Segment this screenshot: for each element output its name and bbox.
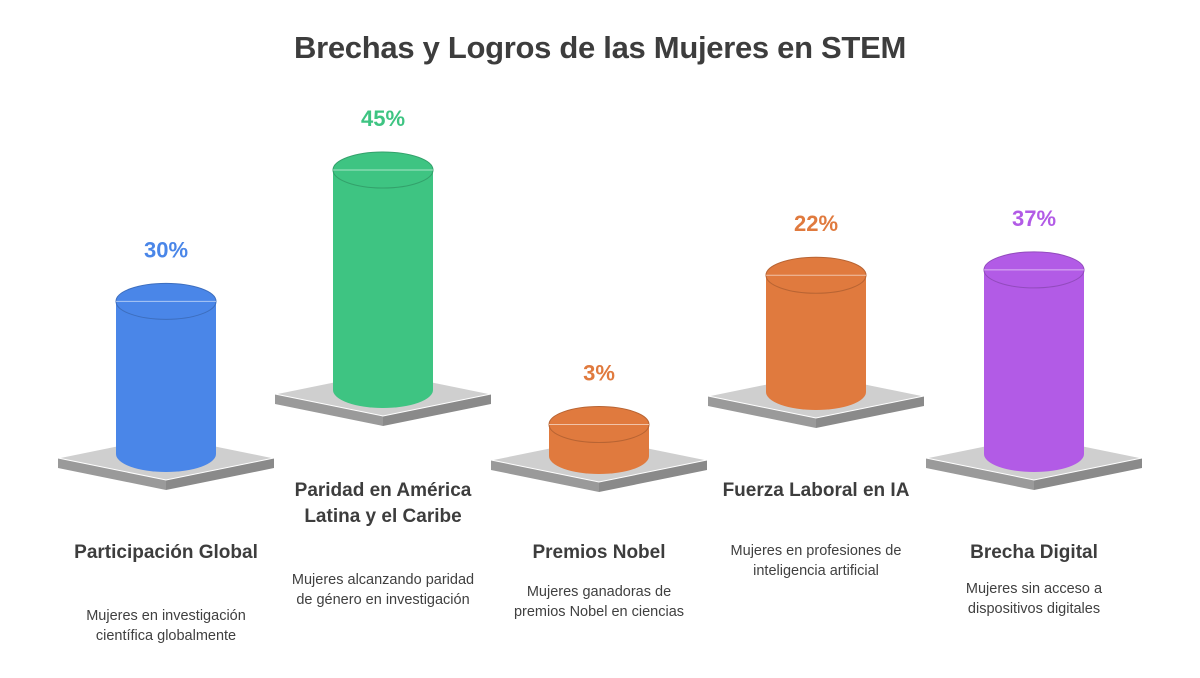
bar-3 — [766, 275, 866, 410]
data-label-3: 22% — [794, 211, 838, 236]
category-label-2: Premios Nobel — [532, 542, 666, 563]
category-label-1: Paridad en América Latina y el Caribe — [294, 480, 472, 527]
category-label-3: Fuerza Laboral en IA — [722, 480, 910, 501]
platform-right-face — [599, 460, 707, 492]
platform-right-face — [1034, 458, 1142, 490]
data-label-1: 45% — [361, 106, 405, 131]
bar-4 — [984, 269, 1084, 472]
platform-left-face — [926, 458, 1034, 490]
category-label-4: Brecha Digital — [970, 542, 1098, 563]
platform-left-face — [708, 396, 816, 428]
category-label-0: Participación Global — [74, 542, 258, 563]
platform-right-face — [816, 396, 924, 428]
platform-left-face — [58, 458, 166, 490]
category-description-4: Mujeres sin acceso a dispositivos digita… — [965, 581, 1103, 617]
data-label-2: 3% — [583, 361, 615, 386]
platform-right-face — [383, 394, 491, 426]
category-description-0: Mujeres en investigación científica glob… — [86, 608, 246, 644]
platform-left-face — [491, 460, 599, 492]
chart-title: Brechas y Logros de las Mujeres en STEM — [294, 30, 906, 65]
data-label-0: 30% — [144, 237, 188, 262]
category-description-2: Mujeres ganadoras de premios Nobel en ci… — [513, 584, 685, 620]
category-description-3: Mujeres en profesiones de inteligencia a… — [730, 543, 902, 579]
category-description-1: Mujeres alcanzando paridad de género en … — [291, 572, 475, 608]
bar-1 — [333, 170, 433, 408]
bar-0 — [116, 301, 216, 472]
platform-right-face — [166, 458, 274, 490]
data-label-4: 37% — [1012, 206, 1056, 231]
platform-left-face — [275, 394, 383, 426]
